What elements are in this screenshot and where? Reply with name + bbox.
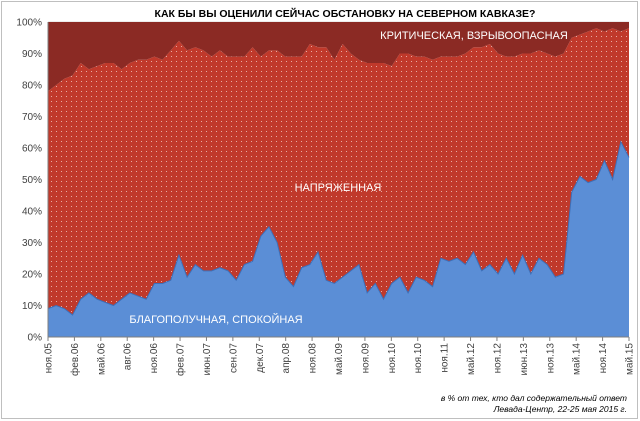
x-tick-label: июн.13	[519, 343, 530, 376]
x-tick-label: авг.06	[123, 343, 134, 371]
area-critical	[48, 22, 629, 92]
x-tick-label: ноя.08	[308, 343, 319, 374]
y-tick-label: 50%	[22, 175, 42, 186]
area-tense	[48, 28, 629, 315]
y-tick-label: 70%	[22, 112, 42, 123]
x-tick-label: ноя.06	[149, 343, 160, 374]
x-tick-label: фев.06	[69, 343, 81, 376]
y-tick-label: 0%	[28, 333, 43, 344]
footnote-line1: в % от тех, кто дал содержательный ответ	[441, 393, 627, 403]
x-tick-label: ноя.14	[598, 343, 609, 374]
y-tick-label: 10%	[22, 301, 42, 312]
chart-title: КАК БЫ ВЫ ОЦЕНИЛИ СЕЙЧАС ОБСТАНОВКУ НА С…	[155, 7, 536, 20]
x-tick-label: ноя.11	[440, 343, 451, 373]
y-tick-label: 30%	[22, 238, 42, 249]
y-axis: 0% 10% 20% 30% 40% 50% 60% 70% 80% 90% 100%	[16, 18, 42, 344]
area-series	[47, 22, 630, 337]
label-tense: НАПРЯЖЕННАЯ	[295, 182, 382, 194]
x-tick-label: фев.07	[175, 343, 187, 376]
y-tick-label: 60%	[22, 144, 42, 155]
x-tick-label: ноя.12	[492, 343, 503, 374]
x-tick-label: ноя.09	[360, 343, 371, 374]
y-tick-label: 100%	[16, 18, 42, 29]
x-tick-label: май.15	[625, 343, 636, 375]
label-calm: БЛАГОПОЛУЧНАЯ, СПОКОЙНАЯ	[129, 313, 302, 326]
x-axis: ноя.05 фев.06 май.06 авг.06 ноя.06 фев.07 июн.…	[44, 337, 636, 376]
x-tick-label: июн.07	[202, 343, 213, 376]
x-tick-label: ноя.10	[413, 343, 424, 374]
x-tick-label: ноя.13	[545, 343, 556, 374]
x-tick-label: ноя.10	[387, 343, 398, 374]
x-tick-label: май.12	[466, 343, 477, 375]
y-tick-label: 80%	[22, 81, 42, 92]
x-tick-label: дек.07	[255, 343, 266, 373]
calm-boundary-line	[47, 140, 630, 316]
label-critical: КРИТИЧЕСКАЯ, ВЗРЫВООПАСНАЯ	[380, 30, 568, 42]
area-calm	[48, 141, 629, 337]
y-tick-label: 90%	[22, 49, 42, 60]
x-tick-label: ноя.05	[44, 343, 55, 374]
y-tick-label: 20%	[22, 270, 42, 281]
x-tick-label: май.06	[96, 343, 107, 375]
footnote-line2: Левада-Центр, 22-25 мая 2015 г.	[493, 404, 627, 414]
x-tick-label: сен.07	[228, 343, 239, 373]
y-tick-label: 40%	[22, 207, 42, 218]
x-tick-label: апр.08	[281, 343, 292, 374]
x-tick-label: май.14	[572, 343, 583, 375]
x-tick-label: май.09	[334, 343, 345, 375]
